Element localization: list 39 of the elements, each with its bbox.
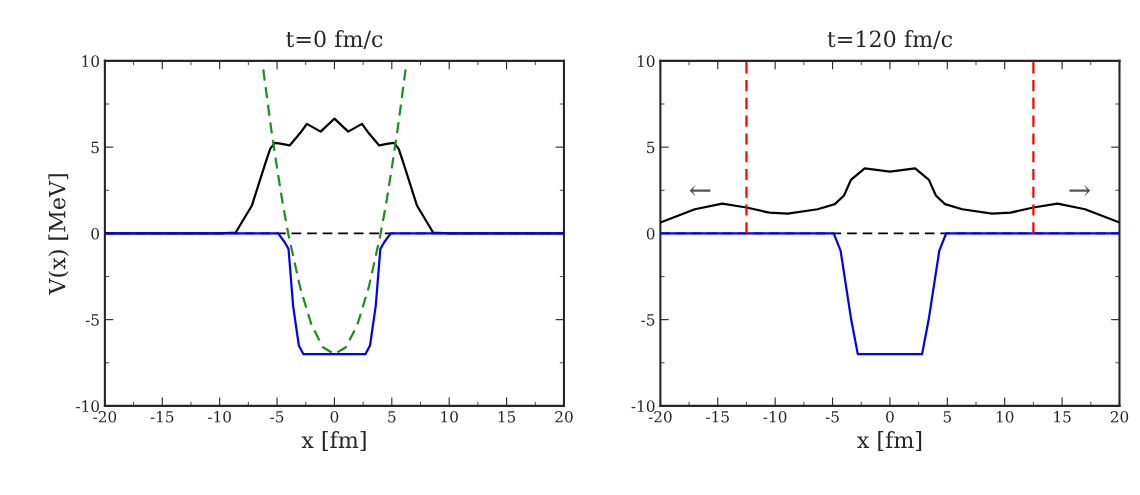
y-tick-label: -10 xyxy=(631,400,655,412)
x-axis-title: x [fm] xyxy=(301,431,366,451)
x-tick-label: -20 xyxy=(93,411,117,423)
x-tick-label: 10 xyxy=(996,411,1014,423)
x-tick-label: 0 xyxy=(886,411,894,423)
annotation: ← xyxy=(689,185,711,197)
x-tick-label: -10 xyxy=(763,411,787,423)
x-tick-label: -20 xyxy=(648,411,672,423)
y-tick-label: 0 xyxy=(646,227,655,240)
x-tick-label: 15 xyxy=(498,411,516,423)
x-tick-label: -5 xyxy=(270,411,284,423)
y-tick-label: -5 xyxy=(641,314,655,326)
x-tick-label: 20 xyxy=(555,411,573,423)
y-axis-title: V(x) [MeV] xyxy=(48,174,69,295)
x-tick-label: 20 xyxy=(1110,411,1129,423)
line-series xyxy=(660,232,1120,356)
y-tick-label: -5 xyxy=(85,314,99,326)
y-tick-label: 10 xyxy=(637,55,655,67)
y-tick-label: -10 xyxy=(76,400,99,412)
line-series xyxy=(104,232,564,356)
x-axis-title: x [fm] xyxy=(857,431,922,451)
x-tick-label: 0 xyxy=(330,411,339,423)
x-tick-label: 10 xyxy=(441,411,458,423)
annotation: → xyxy=(1069,185,1091,197)
line-series xyxy=(660,167,1120,224)
x-tick-label: -5 xyxy=(825,411,839,423)
chart-title: t=120 fm/c xyxy=(827,30,953,50)
x-tick-label: 5 xyxy=(388,411,396,423)
y-tick-label: 10 xyxy=(82,55,99,67)
x-tick-label: -15 xyxy=(706,411,729,423)
y-tick-label: 0 xyxy=(91,227,99,240)
x-tick-label: 15 xyxy=(1054,411,1071,423)
x-tick-label: -10 xyxy=(208,411,231,423)
x-tick-label: 5 xyxy=(943,411,951,423)
y-tick-label: 5 xyxy=(91,141,99,154)
line-series xyxy=(262,68,407,356)
chart-title: t=0 fm/c xyxy=(286,30,383,50)
x-tick-label: -15 xyxy=(150,411,174,423)
y-tick-label: 5 xyxy=(647,141,655,154)
